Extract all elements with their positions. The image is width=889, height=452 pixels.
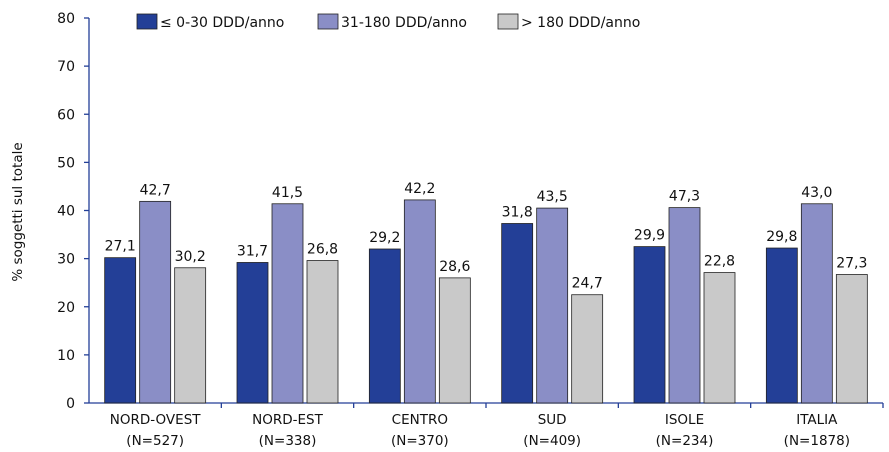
bar <box>306 260 339 404</box>
y-tick-label: 50 <box>57 155 75 171</box>
bar <box>800 203 833 404</box>
data-label: 31,7 <box>237 243 268 259</box>
bar <box>703 272 736 404</box>
data-label: 43,0 <box>801 185 832 201</box>
bar <box>501 223 534 404</box>
category-label: NORD-EST <box>252 412 323 428</box>
category-n-label: (N=1878) <box>784 433 850 449</box>
category-n-label: (N=527) <box>126 433 184 449</box>
y-tick-label: 60 <box>57 107 75 123</box>
legend: ≤ 0-30 DDD/anno 31-180 DDD/anno > 180 DDD/… <box>136 13 640 31</box>
data-label: 41,5 <box>272 185 303 201</box>
bar <box>633 246 666 404</box>
legend-label: ≤ 0-30 DDD/anno <box>160 15 284 31</box>
category-label: CENTRO <box>392 412 448 428</box>
data-label: 42,7 <box>140 182 171 198</box>
data-label: 27,3 <box>836 256 867 272</box>
y-tick-label: 10 <box>57 348 75 364</box>
data-label: 22,8 <box>704 254 735 270</box>
bar <box>536 207 569 404</box>
y-tick-label: 0 <box>66 396 75 412</box>
bar <box>765 247 798 404</box>
legend-label: > 180 DDD/anno <box>521 15 640 31</box>
category-label: ITALIA <box>796 412 838 428</box>
bar <box>438 277 471 404</box>
data-label: 28,6 <box>439 259 470 275</box>
y-tick-label: 20 <box>57 300 75 316</box>
legend-swatch <box>136 13 158 30</box>
data-label: 47,3 <box>669 189 700 205</box>
data-label: 26,8 <box>307 242 338 258</box>
legend-label: 31-180 DDD/anno <box>341 15 467 31</box>
axes: 0 10 20 30 40 50 60 70 80 <box>57 11 884 412</box>
bar <box>403 199 436 404</box>
bar <box>668 207 701 404</box>
y-tick-label: 30 <box>57 252 75 268</box>
bar <box>368 248 401 404</box>
data-labels: 27,1 42,7 30,2 31,7 41,5 26,8 29,2 42,2 28,6 31,8… <box>105 181 868 292</box>
bar <box>835 274 868 404</box>
category-n-label: (N=338) <box>259 433 317 449</box>
y-tick-label: 80 <box>57 11 75 27</box>
data-label: 24,7 <box>572 276 603 292</box>
data-label: 27,1 <box>105 239 136 255</box>
y-tick-label: 40 <box>57 204 75 220</box>
bar <box>139 200 172 404</box>
data-label: 29,9 <box>634 228 665 244</box>
data-label: 43,5 <box>537 189 568 205</box>
y-axis-label: % soggetti sul totale <box>10 142 26 281</box>
category-label: ISOLE <box>665 412 704 428</box>
category-n-label: (N=370) <box>391 433 449 449</box>
category-label: NORD-OVEST <box>110 412 201 428</box>
bar <box>271 203 304 404</box>
y-tick-label: 70 <box>57 59 75 75</box>
category-n-label: (N=409) <box>523 433 581 449</box>
legend-swatch <box>497 13 519 30</box>
legend-swatch <box>317 13 339 30</box>
data-label: 42,2 <box>404 181 435 197</box>
category-n-label: (N=234) <box>656 433 714 449</box>
bars <box>104 199 868 404</box>
data-label: 31,8 <box>502 204 533 220</box>
bar <box>104 257 137 404</box>
data-label: 29,8 <box>766 229 797 245</box>
data-label: 29,2 <box>369 230 400 246</box>
category-label: SUD <box>538 412 567 428</box>
bar <box>174 267 207 404</box>
data-label: 30,2 <box>175 249 206 265</box>
category-labels: NORD-OVEST (N=527) NORD-EST (N=338) CENTRO (N… <box>110 412 850 449</box>
bar <box>236 262 269 404</box>
bar <box>571 294 604 404</box>
